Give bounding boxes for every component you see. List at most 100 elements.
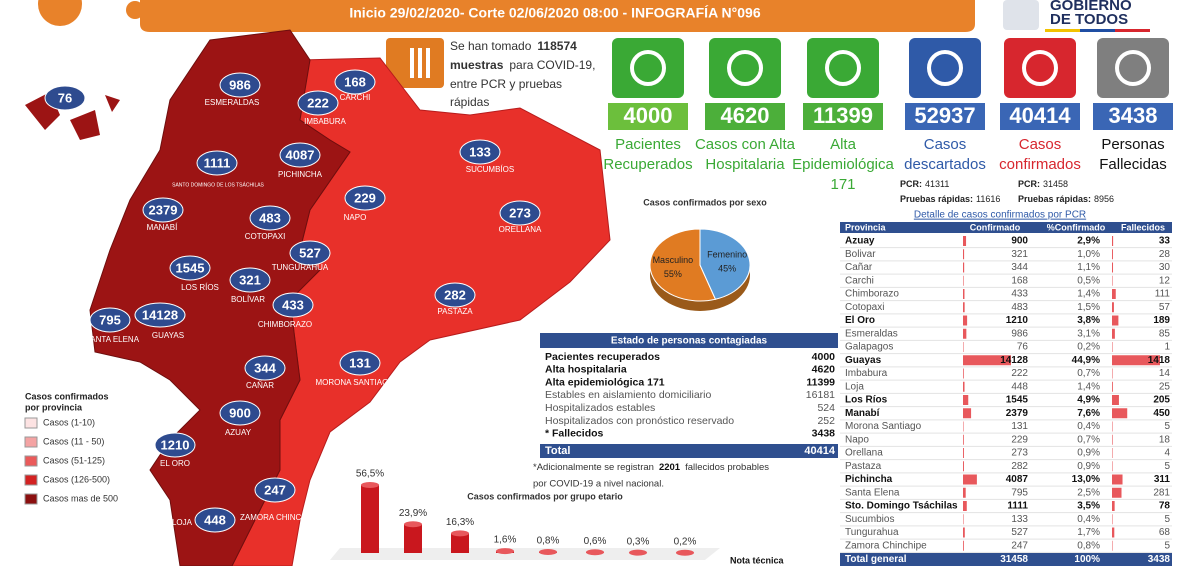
age-value-label: 16,3% xyxy=(446,517,474,528)
estado-value: 11399 xyxy=(806,376,835,388)
province-name: ESMERALDAS xyxy=(205,98,260,107)
province-value: 247 xyxy=(264,482,286,497)
province-value: 222 xyxy=(307,95,329,110)
logo-stripe xyxy=(1045,29,1080,32)
card-icon xyxy=(709,38,781,98)
province-bubble xyxy=(142,197,184,223)
province-bubble xyxy=(134,302,186,328)
deaths-bar xyxy=(1112,395,1119,405)
province-bubble xyxy=(289,240,331,266)
confirmed-bar xyxy=(963,474,977,485)
deaths-bar xyxy=(1112,236,1114,246)
deaths-cell: 5 xyxy=(1164,540,1170,551)
estado-label: Hospitalizados con pronóstico reservado xyxy=(545,415,734,427)
header-bar xyxy=(140,0,975,32)
percent-cell: 0,4% xyxy=(1077,514,1100,525)
province-name: MANABÍ xyxy=(147,223,178,232)
card-label: Epidemiológica xyxy=(792,156,894,173)
age-bar-top xyxy=(451,530,469,537)
age-bar xyxy=(451,533,469,553)
province-name: EL ORO xyxy=(160,459,190,468)
province-bubble xyxy=(339,350,381,376)
province-bubble xyxy=(219,72,261,98)
deaths-cell: 12 xyxy=(1159,275,1171,286)
province-bubble xyxy=(459,139,501,165)
pie-label: Masculino xyxy=(653,255,694,265)
confirmed-cell: 1210 xyxy=(1006,315,1029,326)
card-value: 3438 xyxy=(1109,103,1158,128)
confirmed-cell: 168 xyxy=(1011,275,1028,286)
confirmed-cell: 527 xyxy=(1011,527,1028,538)
province-cell: Chimborazo xyxy=(845,289,899,300)
deaths-bar xyxy=(1112,342,1113,352)
province-cell: El Oro xyxy=(845,315,875,326)
total-cell: 100% xyxy=(1074,554,1100,565)
legend-item: Casos (126-500) xyxy=(43,474,110,484)
confirmed-cell: 273 xyxy=(1011,448,1028,459)
province-cell: Sto. Domingo Tsáchilas xyxy=(845,501,958,512)
province-bubble xyxy=(229,267,271,293)
card-icon-glyph xyxy=(727,50,763,86)
confirmed-bar xyxy=(963,421,964,432)
legend-item: Casos mas de 500 xyxy=(43,493,118,503)
province-name: ZAMORA CHINCHIPE xyxy=(240,513,320,522)
confirmed-bar xyxy=(963,262,965,273)
card-label: descartados xyxy=(904,156,986,173)
province-value: 900 xyxy=(229,405,251,420)
card-label: 171 xyxy=(830,176,855,193)
percent-cell: 4,9% xyxy=(1077,395,1100,406)
percent-cell: 1,4% xyxy=(1077,381,1100,392)
percent-cell: 0,8% xyxy=(1077,540,1100,551)
province-name: LOS RÍOS xyxy=(181,283,219,292)
legend-item: Casos (51-125) xyxy=(43,455,105,465)
card-label: Alta xyxy=(830,136,857,153)
province-cell: Bolivar xyxy=(845,249,876,260)
tubes-icon xyxy=(410,48,430,78)
percent-cell: 1,7% xyxy=(1077,527,1100,538)
age-bar-top xyxy=(539,549,557,556)
card-value-box xyxy=(803,103,883,130)
confirmed-cell: 133 xyxy=(1011,514,1028,525)
province-value: 2379 xyxy=(149,202,178,217)
footer-note: Nota técnica xyxy=(730,555,785,565)
age-value-label: 0,8% xyxy=(537,536,560,547)
province-cell: Esmeraldas xyxy=(845,328,898,339)
confirmed-bar xyxy=(963,275,964,286)
confirmed-bar xyxy=(963,302,965,313)
deaths-bar xyxy=(1112,381,1113,392)
card-icon xyxy=(807,38,879,98)
note-number: 2201 xyxy=(659,462,681,473)
percent-cell: 3,5% xyxy=(1077,501,1100,512)
confirmed-cell: 986 xyxy=(1011,328,1028,339)
table-header xyxy=(840,222,1172,233)
province-name: GUAYAS xyxy=(152,331,184,340)
confirmed-bar xyxy=(963,461,964,472)
percent-cell: 2,5% xyxy=(1077,487,1100,498)
samples-text: rápidas xyxy=(450,95,489,109)
estado-total-label: Total xyxy=(545,445,570,457)
card-icon-glyph xyxy=(630,50,666,86)
province-bubble xyxy=(297,90,339,116)
pie-title: Casos confirmados por sexo xyxy=(643,197,767,207)
province-value: 4087 xyxy=(286,147,315,162)
province-value: 273 xyxy=(509,205,531,220)
logo-stripe xyxy=(1115,29,1150,32)
virus-icon xyxy=(126,1,144,19)
note-text: fallecidos probables xyxy=(685,462,769,473)
card-value: 11399 xyxy=(813,103,873,128)
province-value: 133 xyxy=(469,144,491,159)
bar-base xyxy=(330,548,720,560)
bar-title: Casos confirmados por grupo etario xyxy=(467,491,623,501)
deaths-cell: 5 xyxy=(1164,514,1170,525)
deaths-bar xyxy=(1112,461,1113,472)
province-value: 229 xyxy=(354,190,376,205)
pcr-value: 31458 xyxy=(1043,179,1068,189)
province-value: 483 xyxy=(259,210,281,225)
card-label: Casos xyxy=(1019,136,1062,153)
samples-unit: muestras xyxy=(450,58,504,72)
confirmed-bar xyxy=(963,540,964,551)
confirmed-bar xyxy=(963,434,964,445)
confirmed-cell: 131 xyxy=(1011,421,1028,432)
confirmed-cell: 344 xyxy=(1011,262,1028,273)
estado-label: Pacientes recuperados xyxy=(545,351,660,363)
